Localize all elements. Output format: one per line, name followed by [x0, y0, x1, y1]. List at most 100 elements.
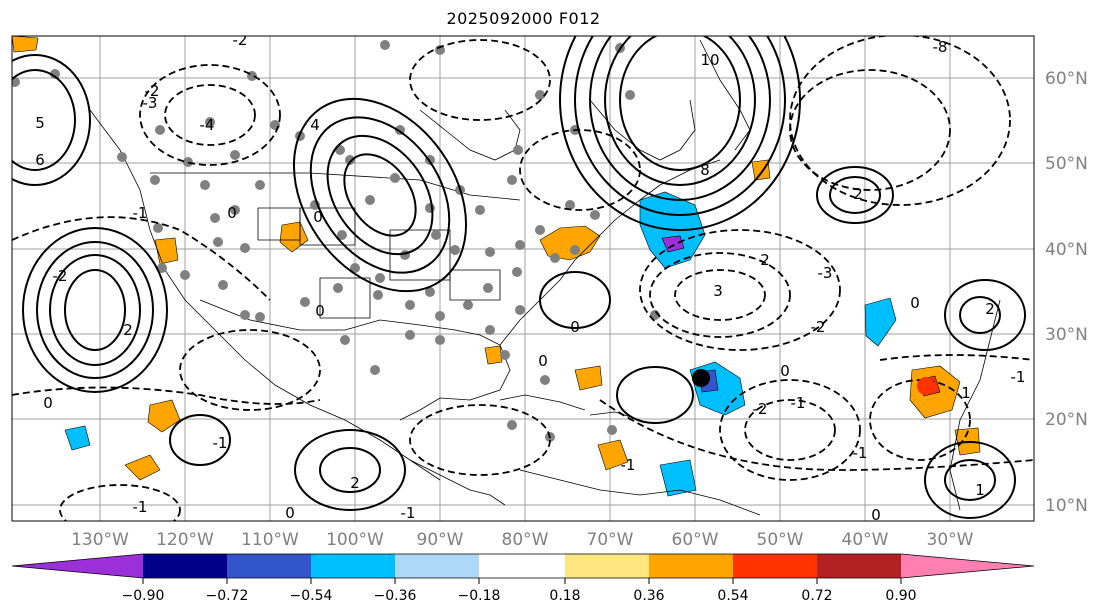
contour-labels: 0 2 -1 -2 3 -3 4 -4 5 6 8 10 -8 1 -1 0 0…: [35, 31, 1025, 524]
colorbar-tick-label: 0.72: [801, 588, 832, 604]
contour-label: 10: [700, 51, 719, 69]
lon-label: 80°W: [502, 530, 549, 550]
coast-south-america: [519, 469, 761, 516]
colorbar-segment: [733, 554, 817, 578]
coast-central-america: [409, 459, 506, 506]
contour-label: 0: [315, 302, 325, 320]
contour-label: 0: [285, 504, 295, 522]
states-box-5: [449, 269, 501, 301]
lon-label: 40°W: [842, 530, 889, 550]
shade-orange-rockies: [279, 221, 309, 253]
coast-cuba: [499, 394, 586, 411]
colorbar-segment: [817, 554, 901, 578]
contour-label: -3: [818, 264, 833, 282]
lat-label: 60°N: [1045, 69, 1088, 89]
colorbar-segment: [143, 554, 227, 578]
colorbar-segment: [479, 554, 565, 578]
shade-orange-pacific-2: [124, 454, 161, 481]
colorbar-left-extend: [12, 554, 143, 578]
coast-hudson: [419, 109, 521, 161]
lon-label: 110°W: [241, 530, 299, 550]
dashed-contours: [12, 36, 1034, 521]
map-frame: [11, 35, 1035, 522]
latitude-labels: 60°N 50°N 40°N 30°N 20°N 10°N: [1045, 69, 1088, 516]
shade-blue-mid-atlantic: [864, 297, 897, 347]
contour-label: -2: [53, 267, 68, 285]
contour-label: 1: [961, 384, 971, 402]
lat-label: 20°N: [1045, 410, 1088, 430]
contour-label: -2: [753, 400, 768, 418]
shade-orange-florida: [484, 345, 503, 365]
colorbar-tick-label: 0.90: [885, 588, 916, 604]
colorbar-segment: [649, 554, 733, 578]
contour-label: -1: [213, 434, 228, 452]
lat-label: 30°N: [1045, 325, 1088, 345]
shade-purple-core: [661, 235, 685, 253]
lon-label: 100°W: [326, 530, 384, 550]
contour-label: -2: [811, 318, 826, 336]
shade-orange-nw: [12, 36, 39, 53]
colorbar-tick-label: −0.36: [374, 588, 417, 604]
contour-label: 6: [35, 151, 45, 169]
contour-label: 2: [350, 474, 360, 492]
shade-orange-coast: [154, 237, 179, 265]
lon-label: 30°W: [927, 530, 974, 550]
colorbar-tick-label: −0.18: [458, 588, 501, 604]
high-center-marker: [917, 377, 935, 395]
lon-label: 90°W: [417, 530, 464, 550]
contour-label: -1: [853, 444, 868, 462]
coast-north-america-west: [89, 109, 441, 481]
states-box-3: [319, 277, 371, 319]
longitude-labels: 130°W 120°W 110°W 100°W 90°W 80°W 70°W 6…: [71, 530, 974, 550]
colorbar-ticks: −0.90 −0.72 −0.54 −0.36 −0.18 0.18 0.36 …: [122, 578, 917, 604]
contour-label: 5: [35, 114, 45, 132]
contour-label: -3: [143, 94, 158, 112]
contour-label: -1: [133, 498, 148, 516]
coastlines: [89, 39, 1001, 516]
border-us-canada: [150, 172, 521, 201]
contour-label: 2: [985, 300, 995, 318]
lon-label: 50°W: [757, 530, 804, 550]
colorbar-tick-label: −0.72: [206, 588, 249, 604]
contour-label: 4: [310, 116, 320, 134]
coast-east: [499, 159, 721, 346]
lon-label: 60°W: [672, 530, 719, 550]
shade-blue-caribbean: [659, 459, 697, 497]
contour-label: 0: [570, 318, 580, 336]
solid-contours: [12, 36, 1026, 519]
lat-label: 40°N: [1045, 240, 1088, 260]
contour-label: -1: [791, 394, 806, 412]
colorbar: −0.90 −0.72 −0.54 −0.36 −0.18 0.18 0.36 …: [11, 553, 1035, 604]
contour-label: -1: [621, 456, 636, 474]
map-title: 2025092000 F012: [446, 9, 601, 28]
contour-label: 0: [227, 204, 237, 222]
contour-label: -8: [933, 38, 948, 56]
border-us-mexico: [199, 299, 345, 331]
lat-label: 10°N: [1045, 496, 1088, 516]
coast-africa: [949, 299, 1001, 511]
contour-label: 2: [760, 251, 770, 269]
colorbar-tick-label: 0.54: [717, 588, 748, 604]
contour-label: -1: [401, 504, 416, 522]
contour-label: -2: [145, 82, 160, 100]
contour-label: -2: [233, 31, 248, 49]
contour-label: 2: [853, 185, 863, 203]
colorbar-segment: [395, 554, 479, 578]
contour-label: -1: [133, 204, 148, 222]
contour-label: 0: [780, 362, 790, 380]
contour-label: 0: [910, 294, 920, 312]
contour-label: 3: [713, 282, 723, 300]
contour-label: 8: [700, 161, 710, 179]
colorbar-tick-label: −0.90: [122, 588, 165, 604]
contour-label: 0: [43, 394, 53, 412]
coast-labrador: [589, 99, 696, 161]
contour-label: 0: [871, 506, 881, 524]
contour-label: 0: [538, 352, 548, 370]
contour-label: 2: [123, 321, 133, 339]
contour-label: 0: [313, 208, 323, 226]
lon-label: 70°W: [587, 530, 634, 550]
colorbar-segment: [227, 554, 311, 578]
shade-orange-caribbean: [597, 439, 629, 471]
colorbar-tick-label: −0.54: [290, 588, 333, 604]
